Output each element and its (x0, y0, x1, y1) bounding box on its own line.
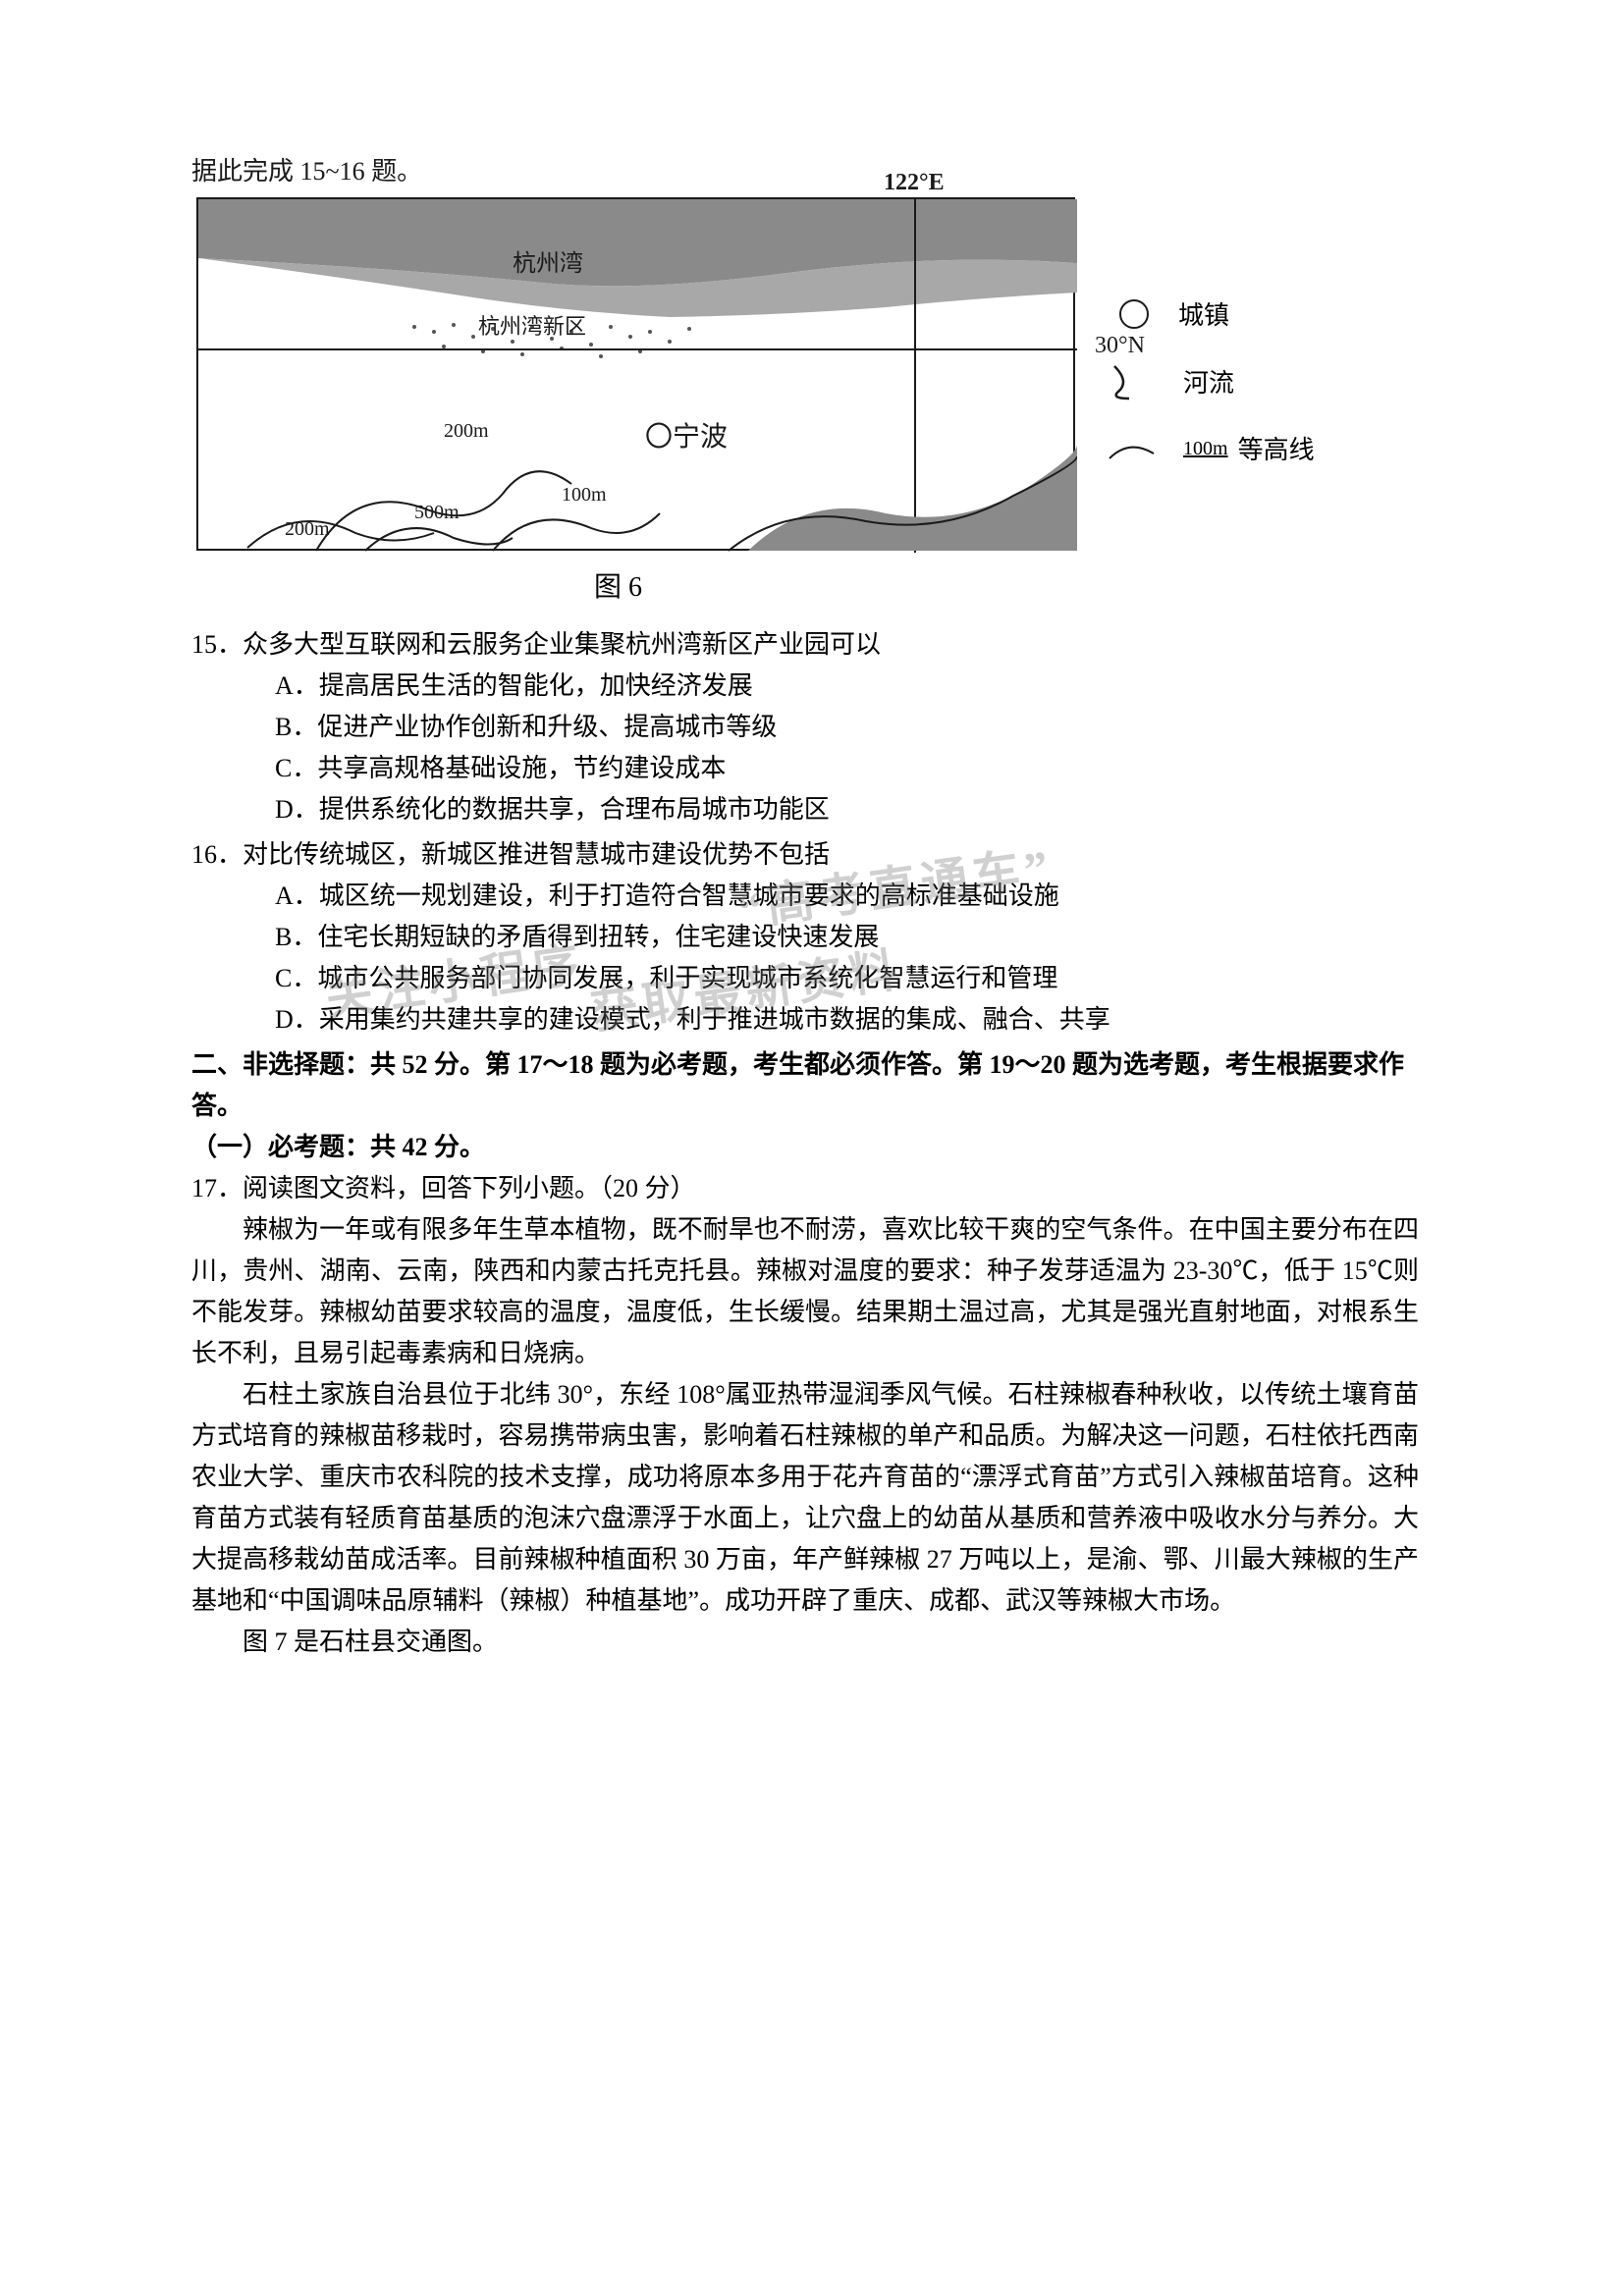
question-16: 16．对比传统城区，新城区推进智慧城市建设优势不包括 A．城区统一规划建设，利于… (191, 834, 1419, 1041)
label-200b: 200m (444, 420, 489, 443)
legend-river-label: 河流 (1183, 363, 1234, 400)
subsection-1: （一）必考题：共 42 分。 (191, 1127, 1419, 1168)
q15-option-b: B．促进产业协作创新和升级、提高城市等级 (191, 707, 1419, 748)
q16-option-a: A．城区统一规划建设，利于打造符合智慧城市要求的高标准基础设施 (191, 876, 1419, 917)
q16-option-b: B．住宅长期短缺的矛盾得到扭转，住宅建设快速发展 (191, 917, 1419, 958)
legend-town: 城镇 (1105, 295, 1399, 332)
q15-option-d: D．提供系统化的数据共享，合理布局城市功能区 (191, 789, 1419, 830)
q17-para1: 辣椒为一年或有限多年生草本植物，既不耐旱也不耐涝，喜欢比较干爽的空气条件。在中国… (191, 1209, 1419, 1374)
section-2-title: 二、非选择题：共 52 分。第 17～18 题为必考题，考生都必须作答。第 19… (191, 1044, 1419, 1127)
label-200a: 200m (285, 518, 330, 541)
figure-caption: 图 6 (594, 565, 642, 605)
question-17: 17．阅读图文资料，回答下列小题。（20 分） 辣椒为一年或有限多年生草本植物，… (191, 1168, 1419, 1663)
figure-6: 杭州湾 杭州湾新区 〇宁波 500m 200m 200m 100m 122°E … (191, 197, 1409, 610)
q17-stem: 17．阅读图文资料，回答下列小题。（20 分） (191, 1168, 1419, 1209)
legend: 城镇 河流 100m 等高线 (1105, 295, 1399, 496)
label-bay: 杭州湾 (513, 243, 583, 278)
legend-river: 河流 (1105, 361, 1399, 400)
q16-option-d: D．采用集约共建共享的建设模式，利于推进城市数据的集成、融合、共享 (191, 999, 1419, 1041)
q15-option-c: C．共享高规格基础设施，节约建设成本 (191, 748, 1419, 789)
water-bottom (748, 445, 1077, 551)
q16-stem: 16．对比传统城区，新城区推进智慧城市建设优势不包括 (191, 834, 1419, 876)
q15-option-a: A．提高居民生活的智能化，加快经济发展 (191, 666, 1419, 707)
legend-contour-label: 等高线 (1238, 430, 1315, 466)
q17-para3: 图 7 是石柱县交通图。 (191, 1622, 1419, 1663)
map-svg (198, 199, 1077, 553)
label-city: 〇宁波 (645, 415, 728, 454)
contour-3 (493, 513, 660, 551)
intro-text: 据此完成 15~16 题。 (191, 152, 1419, 191)
map-box: 杭州湾 杭州湾新区 〇宁波 500m 200m 200m 100m (196, 197, 1075, 551)
q16-option-c: C．城市公共服务部门协同发展，利于实现城市系统化智慧运行和管理 (191, 958, 1419, 999)
contour-symbol (1105, 434, 1164, 463)
river-symbol (1105, 361, 1164, 400)
label-100: 100m (562, 484, 607, 507)
question-15: 15．众多大型互联网和云服务企业集聚杭州湾新区产业园可以 A．提高居民生活的智能… (191, 624, 1419, 830)
q17-para2: 石柱土家族自治县位于北纬 30°，东经 108°属亚热带湿润季风气候。石柱辣椒春… (191, 1374, 1419, 1622)
label-500: 500m (414, 502, 460, 524)
contour-1 (247, 521, 434, 548)
legend-town-label: 城镇 (1178, 295, 1229, 332)
label-longitude: 122°E (884, 170, 945, 196)
legend-contour: 100m 等高线 (1105, 430, 1399, 466)
legend-contour-val: 100m (1183, 438, 1228, 459)
circle-symbol (1119, 299, 1149, 329)
q15-stem: 15．众多大型互联网和云服务企业集聚杭州湾新区产业园可以 (191, 624, 1419, 666)
label-newarea: 杭州湾新区 (478, 309, 586, 341)
